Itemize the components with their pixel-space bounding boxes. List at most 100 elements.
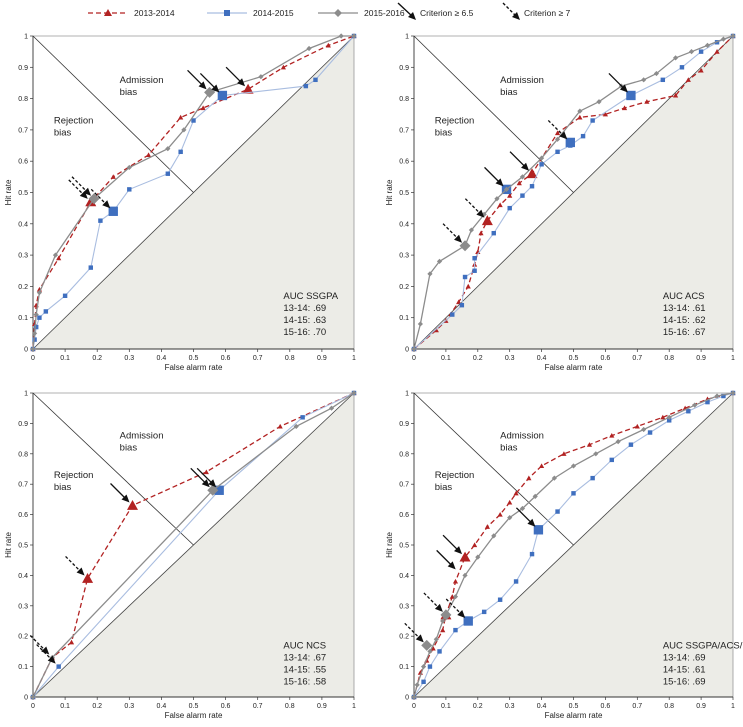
criterion-6-5-arrow <box>515 507 532 524</box>
data-point-square <box>34 324 39 330</box>
data-point-triangle <box>577 114 583 120</box>
data-point-diamond <box>494 196 500 202</box>
data-point-square <box>300 415 305 420</box>
bias-line <box>413 35 574 193</box>
criterion-6-5-arrow <box>187 69 204 86</box>
y-tick-label: 1 <box>24 34 28 41</box>
data-point-triangle <box>145 152 152 158</box>
data-point-diamond <box>452 594 459 600</box>
arrowhead-icon <box>47 655 56 664</box>
y-tick-label: 0.3 <box>18 253 28 260</box>
legend-label-2014: 2014-2015 <box>253 8 294 18</box>
data-point-diamond <box>519 174 526 180</box>
auc-value: 15-16: .69 <box>663 676 706 687</box>
data-point-triangle <box>698 67 704 73</box>
data-point-square <box>56 664 61 669</box>
data-point-square <box>705 399 710 405</box>
legend-series-2014: 2014-2015 <box>207 8 294 18</box>
criterion-6-5-arrow <box>608 73 625 89</box>
x-tick-label: 1 <box>352 355 356 362</box>
y-tick-label: 0.5 <box>18 190 28 197</box>
data-point-triangle <box>277 423 283 429</box>
data-point-square <box>497 597 503 602</box>
x-tick-label: 0.8 <box>664 355 674 362</box>
rejection-bias-label: Rejection <box>54 470 94 481</box>
data-point-square <box>571 491 576 496</box>
data-point-triangle <box>440 627 446 633</box>
data-point-triangle <box>452 578 459 584</box>
x-tick-label: 0.7 <box>632 355 642 362</box>
data-point-diamond <box>503 186 510 192</box>
x-axis-label: False alarm rate <box>165 363 223 372</box>
legend-series-2015: 2015-2016 <box>318 8 405 18</box>
data-point-diamond <box>570 463 577 469</box>
admission-bias-label: Admission <box>500 431 544 442</box>
data-point-square <box>590 475 595 481</box>
auc-value: 15-16: .58 <box>283 676 326 687</box>
data-point-square <box>626 90 636 101</box>
rejection-bias-label: bias <box>435 128 453 139</box>
data-point-square <box>178 149 183 155</box>
data-point-triangle <box>609 432 615 438</box>
y-tick-label: 0.7 <box>399 127 409 134</box>
data-point-triangle <box>478 230 484 236</box>
data-point-triangle <box>110 174 116 179</box>
data-point-square <box>217 90 228 101</box>
y-tick-label: 0 <box>24 695 28 702</box>
bias-line <box>413 392 574 546</box>
data-point-diamond <box>491 533 497 539</box>
data-point-square <box>437 649 442 654</box>
data-point-square <box>529 551 535 557</box>
y-tick-label: 0.1 <box>18 664 28 671</box>
arrowhead-icon <box>201 479 210 488</box>
arrowhead-icon <box>237 78 246 87</box>
arrowhead-icon <box>41 646 50 655</box>
data-point-square <box>513 579 519 584</box>
y-tick-label: 0.2 <box>18 634 28 641</box>
x-tick-label: 0.4 <box>537 355 547 362</box>
x-tick-label: 0.9 <box>696 355 706 362</box>
x-tick-label: 1 <box>731 355 735 362</box>
data-point-square <box>450 312 455 317</box>
criterion-6-5-arrow <box>190 467 207 484</box>
legend-solid-arrowhead-icon <box>408 12 416 20</box>
data-point-diamond <box>411 346 417 352</box>
criterion-6-5-arrow <box>436 549 453 566</box>
legend-label-2013: 2013-2014 <box>134 8 175 18</box>
criterion-7-arrow <box>423 592 440 609</box>
data-point-square <box>555 509 560 514</box>
x-tick-label: 1 <box>352 703 356 710</box>
data-point-square <box>666 418 672 423</box>
x-tick-label: 0.1 <box>60 355 70 362</box>
series-line-2015-2016 <box>32 35 354 350</box>
x-tick-label: 0.9 <box>317 703 327 710</box>
data-point-triangle <box>127 499 139 510</box>
x-tick-label: 0.4 <box>157 355 167 362</box>
data-point-square <box>421 679 426 685</box>
x-tick-label: 0.5 <box>189 355 199 362</box>
x-tick-label: 0.6 <box>221 703 231 710</box>
criterion-6-5-arrow <box>199 73 216 89</box>
arrowhead-icon <box>619 84 628 93</box>
data-point-diamond <box>462 572 468 578</box>
data-point-triangle <box>685 77 691 82</box>
rejection-bias-label: Rejection <box>435 116 475 127</box>
data-point-diamond <box>475 554 481 560</box>
data-point-triangle <box>507 499 513 505</box>
data-point-diamond <box>207 484 219 496</box>
y-tick-label: 0.6 <box>399 512 409 519</box>
x-tick-label: 0.1 <box>441 355 451 362</box>
y-tick-label: 0.2 <box>399 284 409 291</box>
admission-bias-label: bias <box>500 87 518 98</box>
criterion-7-arrow <box>90 188 107 205</box>
data-point-diamond <box>306 45 312 52</box>
x-tick-label: 0.7 <box>253 703 263 710</box>
data-point-diamond <box>258 74 264 80</box>
x-tick-label: 0.5 <box>569 355 579 362</box>
data-point-triangle <box>280 64 286 70</box>
criterion-6-5-arrow <box>442 534 459 551</box>
data-point-square <box>590 118 595 123</box>
data-point-square <box>127 187 132 192</box>
data-point-diamond <box>181 127 187 133</box>
legend-label-criterion-6-5: Criterion ≥ 6.5 <box>420 8 474 18</box>
